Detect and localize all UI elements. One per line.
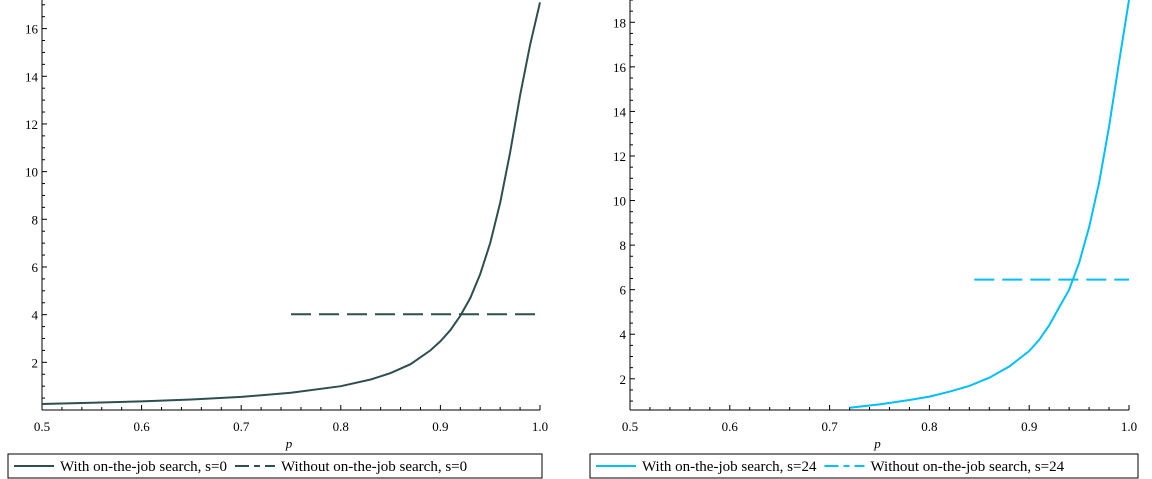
x-tick-label: 0.7 xyxy=(233,419,250,434)
y-tick-label: 14 xyxy=(613,104,627,119)
legend-label-2: Without on-the-job search, s=24 xyxy=(870,459,1064,475)
x-tick-label: 0.6 xyxy=(133,419,150,434)
x-tick-label: 0.5 xyxy=(622,419,638,434)
y-tick-label: 2 xyxy=(620,372,627,387)
x-axis-label: p xyxy=(285,436,293,451)
y-tick-label: 6 xyxy=(32,260,39,275)
y-tick-label: 10 xyxy=(25,165,38,180)
x-tick-label: 0.5 xyxy=(34,419,50,434)
x-tick-label: 0.6 xyxy=(722,419,739,434)
legend-label-2: Without on-the-job search, s=0 xyxy=(281,459,467,475)
series-line-1 xyxy=(41,2,541,405)
legend-label-1: With on-the-job search, s=0 xyxy=(60,459,227,475)
y-tick-label: 12 xyxy=(25,117,38,132)
y-tick-label: 4 xyxy=(620,327,627,342)
legend-box xyxy=(589,453,1139,479)
x-tick-label: 1.0 xyxy=(532,419,548,434)
chart-panel-2: 0.5 0.6 0.7 0.8 0.9 1.0 2 4 6 8 10 12 14 16 18 p With on… xyxy=(589,0,1139,479)
y-tick-label: 6 xyxy=(620,283,627,298)
y-tick-label: 8 xyxy=(32,212,39,227)
legend-label-1: With on-the-job search, s=24 xyxy=(642,459,817,475)
y-tick-label: 10 xyxy=(613,194,626,209)
series-line-1 xyxy=(849,0,1130,409)
x-tick-label: 0.9 xyxy=(1021,419,1037,434)
x-tick-label: 0.9 xyxy=(432,419,448,434)
legend: With on-the-job search, s=24 Without on-t… xyxy=(589,453,1139,479)
x-tick-label: 0.7 xyxy=(821,419,838,434)
y-tick-label: 16 xyxy=(25,22,39,37)
x-tick-label: 0.8 xyxy=(333,419,349,434)
y-tick-label: 2 xyxy=(32,355,39,370)
y-tick-label: 14 xyxy=(25,69,39,84)
y-tick-label: 18 xyxy=(613,15,626,30)
x-tick-label: 0.8 xyxy=(921,419,937,434)
legend-box xyxy=(7,453,543,479)
x-axis-label: p xyxy=(873,436,881,451)
y-tick-label: 4 xyxy=(32,308,39,323)
x-tick-label: 1.0 xyxy=(1121,419,1137,434)
y-tick-label: 16 xyxy=(613,60,627,75)
chart-panel-1: 0.5 0.6 0.7 0.8 0.9 1.0 2 4 6 8 10 12 14 16 p With on-t… xyxy=(7,0,548,479)
y-tick-label: 8 xyxy=(620,238,627,253)
y-tick-label: 12 xyxy=(613,149,626,164)
legend: With on-the-job search, s=0 Without on-th… xyxy=(7,453,543,479)
